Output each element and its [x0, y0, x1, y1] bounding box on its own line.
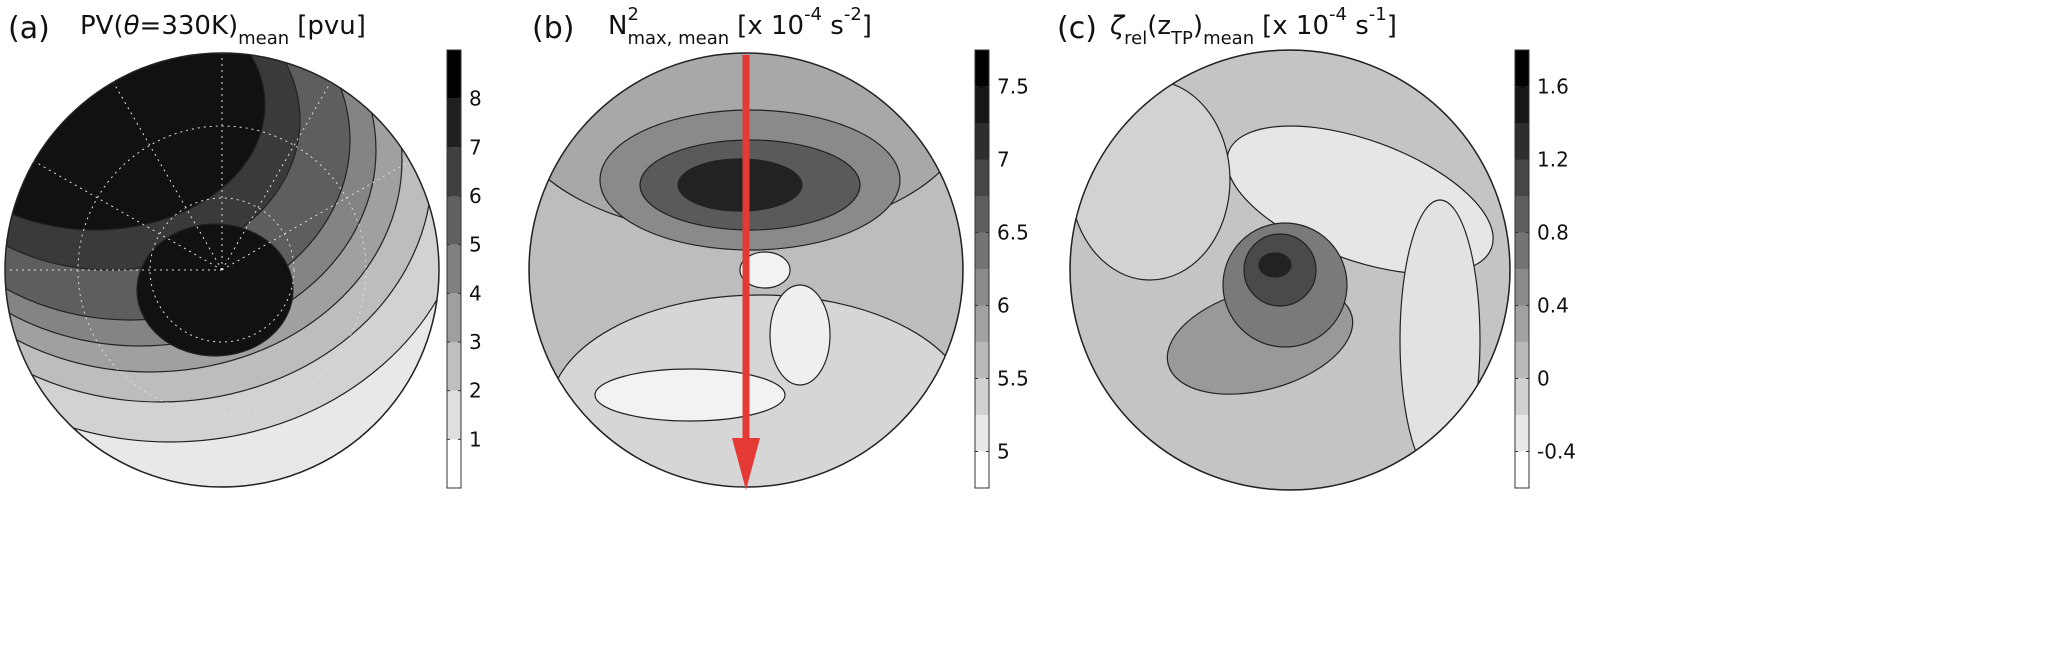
colorbar-band	[1515, 378, 1529, 415]
title-part: 2	[627, 4, 638, 25]
panel-label: (c)	[1057, 11, 1097, 46]
title-part: s	[822, 11, 844, 41]
colorbar-band	[447, 244, 461, 294]
colorbar-band	[1515, 415, 1529, 452]
colorbar-band	[1515, 86, 1529, 123]
title-part: s	[1347, 11, 1369, 41]
colorbar-band	[447, 147, 461, 196]
colorbar-frame	[974, 49, 990, 489]
arrow-head	[732, 438, 760, 490]
colorbar-tick-label: 6	[997, 294, 1010, 318]
title-part: [x 10	[1262, 11, 1329, 41]
colorbar-band	[1515, 159, 1529, 196]
colorbar-band	[975, 342, 989, 379]
map-a	[5, 53, 439, 487]
title-part: mean	[238, 28, 289, 49]
title-part: PV(	[80, 11, 124, 41]
colorbar-tick-label: 7	[469, 135, 482, 159]
panel-label: (a)	[8, 11, 50, 46]
colorbar-band	[975, 232, 989, 269]
colorbar-frame	[1514, 49, 1530, 489]
colorbar-tick-label: 8	[469, 87, 482, 111]
colorbar-tick-label: 6.5	[997, 221, 1029, 245]
title-part: TP	[1170, 28, 1193, 49]
title-part: -1	[1369, 4, 1387, 25]
colorbar-tick-label: 7	[997, 148, 1010, 172]
colorbar-tick-label: 1	[469, 427, 482, 451]
title-part: ]	[1387, 11, 1397, 41]
colorbar-band	[975, 196, 989, 233]
colorbar-band	[975, 159, 989, 196]
title-part: )	[1193, 11, 1203, 41]
title-part: mean	[1203, 28, 1254, 49]
colorbar-band	[447, 50, 461, 99]
colorbar-tick-label: 5	[469, 233, 482, 257]
colorbar-tick-label: 0.8	[1537, 221, 1569, 245]
colorbar-tick-label: 4	[469, 281, 482, 305]
colorbar-tick-label: 0.4	[1537, 294, 1569, 318]
colorbar-band	[1515, 123, 1529, 160]
colorbar-band	[975, 415, 989, 452]
colorbar-band	[447, 293, 461, 342]
colorbar-band	[975, 86, 989, 123]
colorbar-tick-label: 5	[997, 440, 1010, 464]
colorbar-tick-label: 1.2	[1537, 148, 1569, 172]
colorbar-tick-label: 6	[469, 184, 482, 208]
colorbar-band	[1515, 451, 1529, 488]
colorbar-band	[1515, 232, 1529, 269]
colorbar-band	[447, 342, 461, 391]
colorbar-band	[975, 123, 989, 160]
colorbar-band	[447, 390, 461, 440]
colorbar-band	[975, 50, 989, 87]
title-part: -4	[1329, 4, 1347, 25]
colorbar-tick-label: 5.5	[997, 367, 1029, 391]
title-part: rel	[1124, 28, 1147, 49]
colorbar-band	[975, 451, 989, 488]
title-part: =330K)	[140, 11, 239, 41]
colorbar-band	[975, 269, 989, 306]
title-part: -2	[844, 4, 862, 25]
title-part: ζ	[1109, 11, 1126, 41]
colorbar-frame	[446, 49, 462, 489]
colorbar-tick-label: 3	[469, 330, 482, 354]
colorbar-band	[1515, 305, 1529, 342]
title-part: [pvu]	[297, 11, 366, 41]
colorbar-band	[1515, 50, 1529, 87]
title-part: N	[608, 11, 627, 41]
colorbar-tick-label: -0.4	[1537, 440, 1576, 464]
colorbar-band	[447, 98, 461, 148]
panel-label: (b)	[532, 11, 574, 46]
title-part: max, mean	[627, 28, 729, 49]
title-part: -4	[804, 4, 822, 25]
colorbar-band	[1515, 269, 1529, 306]
colorbar-band	[447, 439, 461, 488]
colorbar-band	[975, 305, 989, 342]
title-part: (z	[1147, 11, 1171, 41]
colorbar-tick-label: 0	[1537, 367, 1550, 391]
title-part: ]	[862, 11, 872, 41]
title-part: θ	[124, 11, 140, 41]
colorbar-tick-label: 7.5	[997, 75, 1029, 99]
colorbar-band	[447, 196, 461, 245]
colorbar-band	[1515, 342, 1529, 379]
map-c	[1070, 50, 1510, 490]
title-part: [x 10	[737, 11, 804, 41]
colorbar-tick-label: 1.6	[1537, 75, 1569, 99]
colorbar-band	[975, 378, 989, 415]
colorbar-tick-label: 2	[469, 379, 482, 403]
colorbar-band	[1515, 196, 1529, 233]
